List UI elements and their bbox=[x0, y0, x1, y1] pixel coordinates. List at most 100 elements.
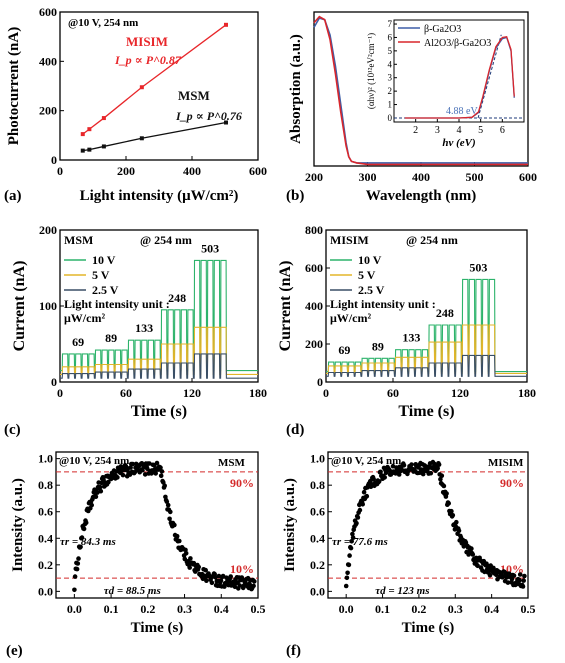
b-legend-label-0: β-Ga2O3 bbox=[424, 24, 461, 35]
c-series-line-2 bbox=[60, 353, 258, 379]
f-annotation: @10 V, 254 nm bbox=[331, 455, 401, 467]
a-annotation: @10 V, 254 nm bbox=[68, 17, 138, 29]
f-ylabel: Intensity (a.u.) bbox=[282, 478, 298, 572]
c-legend-label-1: 5 V bbox=[92, 268, 110, 282]
e-point-37 bbox=[97, 484, 103, 490]
a-series-name-0: MISIM bbox=[126, 34, 168, 49]
d-ytick-label-2: 400 bbox=[305, 299, 323, 313]
c-panel-tag: (c) bbox=[4, 422, 21, 438]
c-ytick-label-2: 200 bbox=[39, 223, 57, 237]
f-point-9 bbox=[350, 531, 355, 537]
f-point-257 bbox=[520, 584, 526, 589]
f-point-15 bbox=[354, 520, 359, 526]
f-xlabel: Time (s) bbox=[402, 620, 455, 636]
f-point-5 bbox=[347, 553, 352, 558]
d-ytick-label-0: 0 bbox=[317, 375, 323, 389]
e-point-130 bbox=[162, 483, 167, 489]
c-intensity-label-2: 133 bbox=[135, 321, 153, 335]
e-point-14 bbox=[81, 526, 87, 532]
e-point-211 bbox=[218, 578, 224, 583]
d-ytick-label-4: 800 bbox=[305, 223, 323, 237]
f-xtick-label-2: 0.2 bbox=[411, 602, 426, 616]
e-point-189 bbox=[203, 567, 208, 573]
f-point-26 bbox=[361, 489, 367, 495]
d-series-line-2 bbox=[326, 354, 527, 377]
b-inset-ytick-label-2: 2 bbox=[388, 86, 393, 96]
e-point-31 bbox=[93, 494, 99, 500]
f-xtick-label-4: 0.4 bbox=[484, 602, 499, 616]
b-inset-ytick-label-4: 4 bbox=[388, 59, 393, 69]
e-point-102 bbox=[142, 472, 148, 477]
e-point-166 bbox=[187, 565, 192, 570]
f-point-153 bbox=[449, 508, 454, 514]
f-xtick-label-3: 0.3 bbox=[448, 602, 463, 616]
f-ytick-label-4: 0.8 bbox=[310, 478, 325, 492]
e-point-208 bbox=[216, 573, 222, 579]
e-point-25 bbox=[89, 502, 94, 508]
e-ytick-label-1: 0.2 bbox=[38, 558, 53, 572]
d-intensity-label-0: 69 bbox=[338, 343, 350, 357]
b-inset-ytick-label-7: 7 bbox=[388, 19, 393, 29]
a-axes-frame bbox=[59, 11, 259, 161]
b-inset-ytick-label-3: 3 bbox=[388, 73, 393, 83]
d-ylabel: Current (nA) bbox=[277, 261, 294, 352]
a-xtick-label-1: 200 bbox=[117, 164, 135, 178]
a-xtick-label-0: 0 bbox=[57, 164, 63, 178]
c-note-line-1: μW/cm² bbox=[64, 311, 105, 325]
f-xtick-label-1: 0.1 bbox=[375, 602, 390, 616]
b-inset-xtick-label-1: 3 bbox=[435, 125, 440, 136]
d-ytick-label-1: 200 bbox=[305, 337, 323, 351]
b-inset-ytick-label-6: 6 bbox=[388, 32, 393, 42]
e-ytick-label-4: 0.8 bbox=[38, 478, 53, 492]
b-xtick-label-2: 400 bbox=[412, 170, 430, 184]
d-note-line-1: μW/cm² bbox=[330, 311, 371, 325]
a-point-0-3 bbox=[139, 85, 144, 90]
f-ytick-label-1: 0.2 bbox=[310, 558, 325, 572]
b-legend-label-1: Al2O3/β-Ga2O3 bbox=[424, 38, 491, 49]
a-panel-tag: (a) bbox=[4, 188, 22, 204]
c-label: MSM bbox=[64, 233, 93, 247]
b-inset-ytick-label-1: 1 bbox=[388, 100, 393, 110]
e-xlabel: Time (s) bbox=[131, 620, 184, 636]
a-ylabel: Photocurrent (nA) bbox=[6, 27, 22, 145]
a-ytick-label-0: 0 bbox=[51, 153, 57, 167]
f-axes-frame bbox=[327, 451, 529, 599]
b-xtick-label-3: 500 bbox=[466, 170, 484, 184]
f-scatter-points bbox=[343, 459, 527, 589]
f-point-50 bbox=[378, 469, 383, 475]
e-ytick-label-5: 1.0 bbox=[38, 452, 53, 466]
f-point-209 bbox=[487, 572, 493, 578]
e-annotation: @10 V, 254 nm bbox=[59, 455, 129, 467]
b-inset-xtick-label-0: 2 bbox=[413, 125, 418, 136]
b-ylabel: Absorption (a.u.) bbox=[288, 34, 304, 144]
d-note-line-0: Light intensity unit : bbox=[330, 297, 436, 311]
c-series-line-1 bbox=[60, 326, 258, 375]
b-inset-xlabel: hν (eV) bbox=[442, 137, 475, 149]
d-label: MISIM bbox=[330, 233, 369, 247]
e-point-0 bbox=[72, 587, 77, 593]
f-point-48 bbox=[376, 479, 382, 484]
e-point-258 bbox=[251, 583, 256, 589]
d-annotation: @ 254 nm bbox=[406, 233, 458, 247]
c-xtick-label-3: 180 bbox=[249, 386, 267, 400]
a-point-1-0 bbox=[80, 148, 85, 153]
f-point-1 bbox=[344, 575, 350, 581]
f-point-2 bbox=[345, 570, 350, 576]
b-panel-tag: (b) bbox=[286, 188, 304, 204]
f-threshold-label-0: 90% bbox=[500, 476, 524, 490]
c-note-line-0: Light intensity unit : bbox=[64, 297, 170, 311]
e-point-4 bbox=[74, 566, 80, 572]
c-xtick-label-2: 120 bbox=[183, 386, 201, 400]
b-inset-tangent bbox=[477, 34, 502, 119]
d-legend-label-2: 2.5 V bbox=[358, 283, 385, 297]
e-point-125 bbox=[158, 473, 164, 479]
f-xtick-label-5: 0.5 bbox=[521, 602, 536, 616]
b-inset-ytick-label-0: 0 bbox=[388, 113, 393, 123]
c-annotation: @ 254 nm bbox=[140, 233, 192, 247]
f-point-164 bbox=[456, 528, 462, 533]
f-point-137 bbox=[438, 476, 443, 482]
d-xlabel: Time (s) bbox=[398, 403, 454, 420]
c-ytick-label-0: 0 bbox=[51, 375, 57, 389]
c-ytick-label-1: 100 bbox=[39, 299, 57, 313]
f-point-258 bbox=[521, 578, 526, 583]
